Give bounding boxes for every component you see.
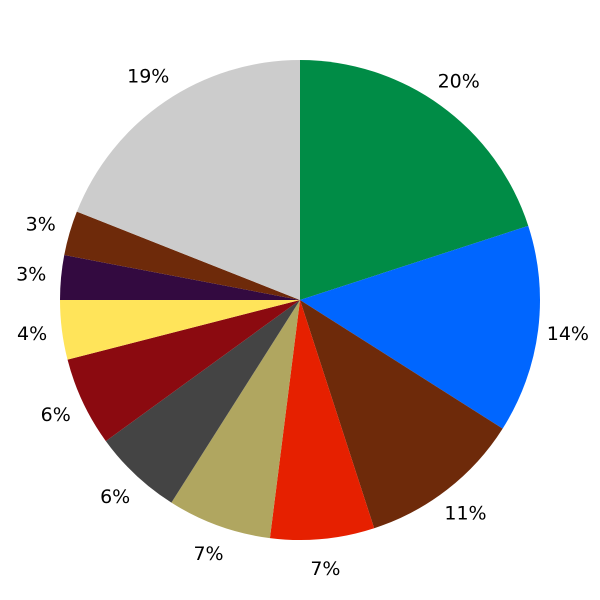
- slice-label: 6%: [41, 404, 71, 426]
- slice-label: 14%: [547, 323, 589, 345]
- slice-label: 3%: [26, 214, 56, 236]
- pie-slice: [64, 211, 300, 300]
- slice-label: 7%: [193, 543, 223, 565]
- slice-label: 20%: [438, 71, 480, 93]
- slice-label: 7%: [310, 558, 340, 580]
- slice-labels: 20% 14% 11% 7% 7% 6% 6% 4% 3% 3% 19%: [16, 66, 589, 580]
- pie-slice: [171, 300, 300, 539]
- slice-label: 6%: [100, 486, 130, 508]
- pie-slice: [60, 300, 300, 360]
- pie-slice: [300, 300, 503, 529]
- pie-slice: [76, 60, 301, 300]
- pie-slice: [105, 300, 300, 503]
- slice-label: 19%: [127, 66, 169, 88]
- pie-slice: [300, 225, 540, 429]
- slices: [60, 60, 540, 541]
- slice-label: 4%: [17, 323, 47, 345]
- pie-slice: [269, 300, 375, 541]
- slice-label: 3%: [16, 264, 46, 286]
- slice-label: 11%: [444, 502, 486, 524]
- pie-slice: [60, 255, 300, 300]
- pie-slice: [67, 300, 300, 442]
- pie-slice: [300, 60, 529, 300]
